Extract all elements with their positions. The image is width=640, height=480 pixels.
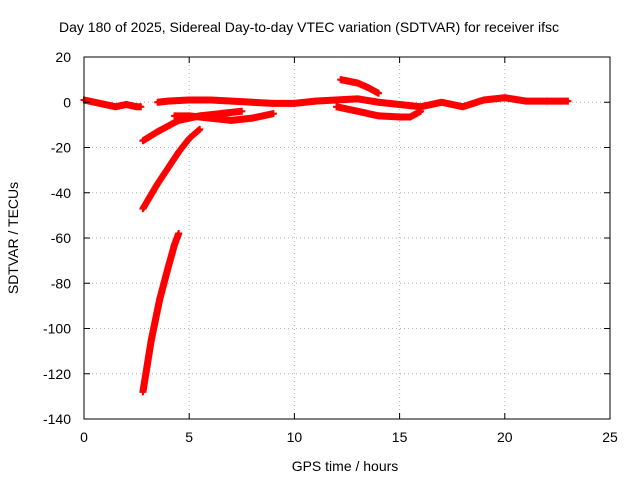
- y-tick-label: -140: [43, 411, 71, 427]
- data-point: [196, 125, 204, 133]
- data-point-run: [228, 114, 255, 124]
- x-axis-label: GPS time / hours: [292, 458, 399, 474]
- data-series: [139, 229, 183, 396]
- data-point: [175, 229, 183, 237]
- data-series: [170, 110, 277, 124]
- y-tick-label: -60: [51, 230, 71, 246]
- data-point: [417, 107, 425, 115]
- data-point-run: [439, 99, 466, 111]
- data-point-run: [148, 296, 164, 343]
- data-series: [139, 107, 246, 145]
- data-point-run: [292, 97, 318, 107]
- data-series: [80, 96, 145, 111]
- data-series: [139, 125, 204, 213]
- data-point-run: [355, 108, 381, 120]
- data-point-run: [165, 149, 182, 171]
- axis-ticks: 0 5 10 15 20 25 -140 -120 -100 -80 -60 -40 -20 0 20: [43, 49, 618, 445]
- data-point-run: [139, 337, 155, 395]
- data-point-run: [334, 103, 360, 115]
- y-tick-label: -120: [43, 366, 71, 382]
- data-point-run: [460, 96, 487, 110]
- data-point-run: [249, 110, 276, 122]
- x-tick-label: 20: [497, 429, 513, 445]
- data-point-run: [175, 135, 192, 155]
- y-axis-label: SDTVAR / TECUs: [5, 182, 21, 294]
- y-tick-label: 0: [63, 94, 71, 110]
- x-tick-label: 25: [602, 429, 618, 445]
- data-point-run: [418, 99, 445, 111]
- data-point-run: [376, 98, 402, 108]
- data-point: [269, 110, 277, 118]
- data-point-run: [155, 117, 182, 135]
- data-series: [332, 103, 425, 121]
- x-tick-label: 5: [185, 429, 193, 445]
- data-point: [375, 89, 383, 97]
- data-point-run: [140, 128, 161, 144]
- data-point: [137, 103, 145, 111]
- data-series: [154, 94, 572, 111]
- data-points: [80, 76, 572, 396]
- y-tick-label: 20: [55, 49, 71, 65]
- data-point: [564, 97, 572, 105]
- data-point: [238, 107, 246, 115]
- chart-title: Day 180 of 2025, Sidereal Day-to-day VTE…: [59, 19, 559, 35]
- y-tick-label: -100: [43, 321, 71, 337]
- data-point-run: [140, 181, 161, 212]
- y-tick-label: -80: [51, 275, 71, 291]
- x-tick-label: 10: [287, 429, 303, 445]
- data-series: [337, 76, 383, 97]
- y-tick-label: -20: [51, 140, 71, 156]
- x-tick-label: 15: [392, 429, 408, 445]
- data-point-run: [218, 107, 245, 117]
- data-point-run: [186, 126, 203, 142]
- data-point-run: [502, 94, 529, 105]
- data-point-run: [154, 165, 172, 187]
- y-tick-label: -40: [51, 185, 71, 201]
- data-point-run: [355, 95, 381, 106]
- x-tick-label: 0: [80, 429, 88, 445]
